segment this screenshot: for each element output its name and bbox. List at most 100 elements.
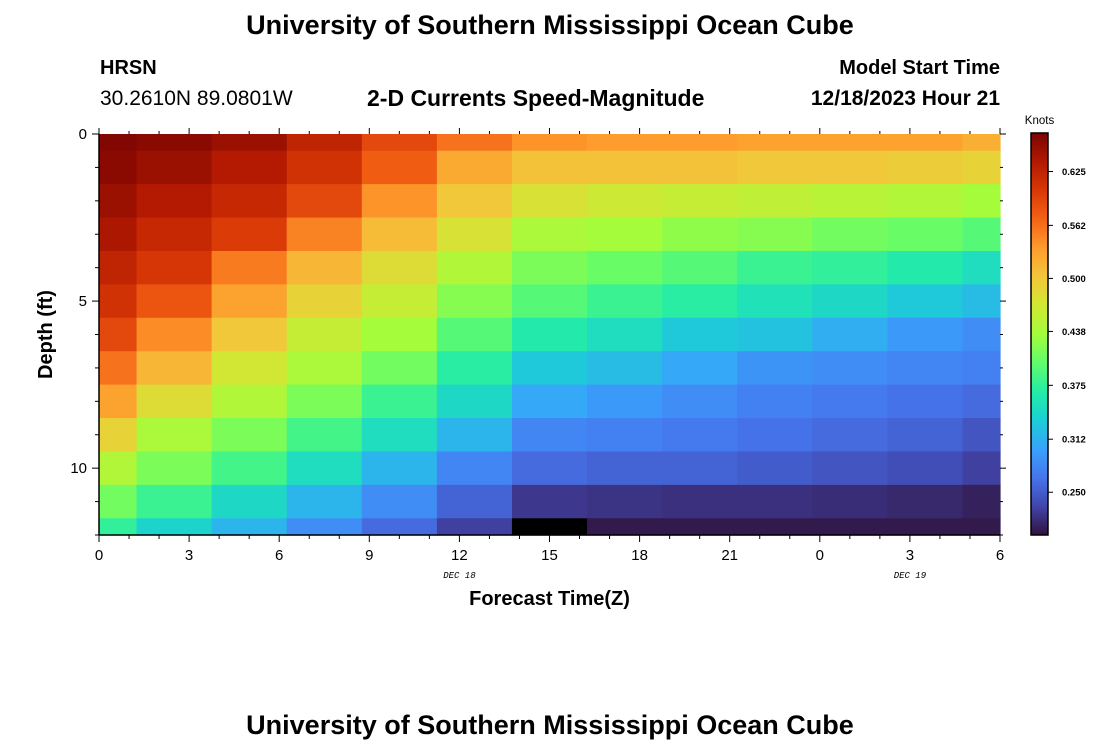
heatmap-cell	[737, 250, 813, 285]
station-name: HRSN	[100, 57, 157, 79]
heatmap-cell	[436, 250, 513, 285]
colorbar-tick-label: 0.500	[1062, 274, 1086, 285]
heatmap-cell	[511, 150, 588, 185]
heatmap-cell	[662, 134, 738, 152]
heatmap-cell	[99, 518, 138, 536]
heatmap-cell	[887, 384, 964, 419]
heatmap-cell	[211, 317, 288, 352]
heatmap-cell	[436, 134, 513, 152]
colorbar-tick-label: 0.250	[1062, 488, 1086, 499]
heatmap-cell	[211, 184, 288, 219]
heatmap-cell	[511, 484, 588, 519]
heatmap-cell	[136, 484, 213, 519]
heatmap-cell	[436, 451, 513, 486]
heatmap-cell	[361, 384, 438, 419]
heatmap-cell	[361, 484, 438, 519]
heatmap-cell	[737, 484, 813, 519]
heatmap-cell	[361, 217, 438, 252]
heatmap-cell	[286, 150, 363, 185]
heatmap-cell	[211, 418, 288, 453]
x-tick-label: 9	[365, 547, 373, 564]
heatmap-cell	[737, 418, 813, 453]
x-tick-label: 0	[816, 547, 824, 564]
heatmap-cell	[887, 284, 964, 319]
heatmap-cell	[962, 418, 1001, 453]
heatmap-cell	[211, 150, 288, 185]
heatmap-cell	[286, 217, 363, 252]
heatmap-cell	[436, 284, 513, 319]
heatmap-cell	[662, 184, 738, 219]
heatmap-cell	[436, 217, 513, 252]
colorbar-tick-label: 0.375	[1062, 381, 1086, 392]
colorbar	[1030, 132, 1049, 536]
heatmap-cell	[361, 451, 438, 486]
heatmap-cell	[99, 384, 138, 419]
x-tick-label: 3	[906, 547, 914, 564]
heatmap-cell	[436, 351, 513, 386]
heatmap-cell	[662, 351, 738, 386]
heatmap-cell	[211, 484, 288, 519]
heatmap-cell	[887, 351, 964, 386]
heatmap-cell	[436, 418, 513, 453]
heatmap-cell	[962, 484, 1001, 519]
heatmap-cell	[812, 418, 888, 453]
heatmap-cell	[99, 451, 138, 486]
heatmap-cell	[737, 284, 813, 319]
station-coords: 30.2610N 89.0801W	[100, 87, 293, 110]
heatmap-cell	[962, 451, 1001, 486]
heatmap-cell	[812, 284, 888, 319]
heatmap-cell	[361, 284, 438, 319]
model-start-value: 12/18/2023 Hour 21	[810, 87, 1000, 110]
heatmap-cell	[361, 317, 438, 352]
heatmap-cell	[812, 484, 888, 519]
heatmap-cell	[962, 384, 1001, 419]
heatmap-cell	[436, 484, 513, 519]
colorbar-tick-label: 0.625	[1062, 167, 1086, 178]
heatmap-cell	[99, 134, 138, 152]
heatmap-cell	[211, 351, 288, 386]
heatmap-cell	[361, 351, 438, 386]
heatmap-cell	[99, 484, 138, 519]
heatmap-cell	[136, 351, 213, 386]
heatmap-cell	[511, 317, 588, 352]
heatmap-cell	[662, 518, 738, 536]
heatmap-cell	[737, 351, 813, 386]
heatmap-cell	[511, 418, 588, 453]
heatmap-cell	[361, 518, 438, 536]
heatmap-cell	[662, 418, 738, 453]
heatmap-cell	[436, 317, 513, 352]
heatmap-cell	[962, 150, 1001, 185]
heatmap-cell	[737, 134, 813, 152]
y-tick-label: 5	[79, 293, 87, 310]
heatmap-cell	[136, 384, 213, 419]
heatmap-cell	[962, 184, 1001, 219]
heatmap-cell	[962, 518, 1001, 536]
heatmap-cell	[812, 518, 888, 536]
heatmap-cell	[887, 518, 964, 536]
heatmap-cell	[136, 284, 213, 319]
heatmap-cell	[211, 217, 288, 252]
heatmap-cell	[662, 384, 738, 419]
heatmap-cell	[286, 351, 363, 386]
heatmap-cell	[286, 184, 363, 219]
heatmap-cell	[136, 217, 213, 252]
heatmap-cell	[662, 317, 738, 352]
heatmap-cell	[136, 317, 213, 352]
heatmap-cell	[662, 484, 738, 519]
heatmap-cell	[962, 217, 1001, 252]
x-tick-label: 12	[451, 547, 468, 564]
heatmap-cell	[99, 217, 138, 252]
heatmap-cell	[361, 250, 438, 285]
heatmap-cell	[812, 134, 888, 152]
model-start-label: Model Start Time	[839, 57, 1000, 79]
heatmap-cell	[511, 134, 588, 152]
heatmap-cell	[587, 418, 663, 453]
heatmap-cell	[887, 484, 964, 519]
heatmap-cell	[361, 134, 438, 152]
heatmap-cell	[587, 317, 663, 352]
heatmap-cell	[286, 284, 363, 319]
heatmap-cell	[99, 351, 138, 386]
heatmap-cell	[587, 150, 663, 185]
heatmap-cell	[737, 317, 813, 352]
heatmap-cell	[286, 250, 363, 285]
